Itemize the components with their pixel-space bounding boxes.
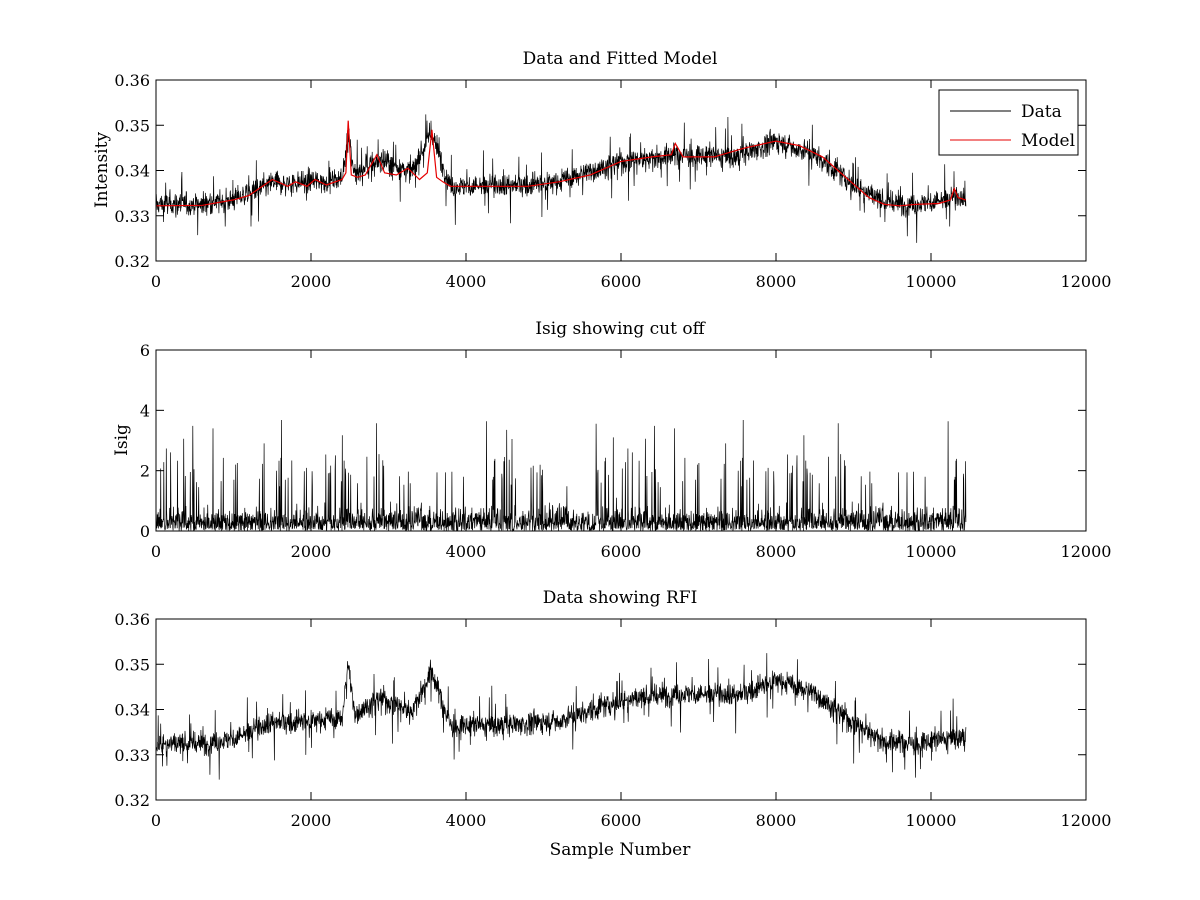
y-tick-label: 0.32: [114, 252, 150, 271]
panel-2-ticks: 0 2000 4000 6000 8000 10000 12000 0 2 4 6: [140, 341, 1112, 561]
panel-data-showing-rfi: Data showing RFI 0 2000 4000 6000 8000 10000 1…: [114, 588, 1111, 860]
y-tick-label: 0.34: [114, 162, 150, 181]
panel-data-and-fitted-model: Data and Fitted Model 0 2000 4000 6000 8000 1…: [92, 49, 1111, 291]
y-tick-label: 0.33: [114, 746, 150, 765]
panel-1-model-series-line: [155, 120, 967, 207]
panel-2-title: Isig showing cut off: [535, 319, 706, 339]
y-tick-label: 0.36: [114, 610, 150, 629]
y-tick-label: 6: [140, 341, 150, 360]
panel-2-ylabel: Isig: [112, 424, 132, 456]
y-tick-label: 0.33: [114, 207, 150, 226]
x-tick-label: 0: [151, 272, 161, 291]
panel-1-title: Data and Fitted Model: [523, 49, 718, 69]
panel-3-title: Data showing RFI: [543, 588, 698, 608]
y-tick-label: 2: [140, 462, 150, 481]
panel-1-plot-area: [155, 114, 967, 243]
legend-model-label: Model: [1021, 131, 1075, 151]
x-tick-label: 4000: [446, 542, 487, 561]
panel-isig-showing-cut-off: Isig showing cut off 0 2000 4000 6000 8000 10…: [112, 319, 1111, 561]
panel-3-plot-area: [155, 653, 967, 780]
legend-box: [938, 89, 1079, 156]
y-tick-label: 0.35: [114, 655, 150, 674]
y-tick-label: 0.36: [114, 71, 150, 90]
x-tick-label: 8000: [756, 811, 797, 830]
x-tick-label: 12000: [1061, 542, 1112, 561]
x-tick-label: 4000: [446, 811, 487, 830]
panel-2-data-series-line: [155, 419, 967, 533]
x-tick-label: 6000: [601, 811, 642, 830]
x-tick-label: 6000: [601, 542, 642, 561]
y-tick-label: 0.32: [114, 791, 150, 810]
panel-3-ticks: 0 2000 4000 6000 8000 10000 12000 0.32 0.33 0.34 0…: [114, 610, 1111, 830]
x-tick-label: 0: [151, 811, 161, 830]
x-tick-label: 4000: [446, 272, 487, 291]
y-tick-label: 0.35: [114, 116, 150, 135]
panel-3-xlabel: Sample Number: [550, 840, 692, 860]
x-tick-label: 2000: [291, 272, 332, 291]
x-tick-label: 10000: [906, 542, 957, 561]
legend: Data Model: [938, 89, 1079, 156]
panel-1-ylabel: Intensity: [92, 132, 112, 208]
x-tick-label: 10000: [906, 272, 957, 291]
x-tick-label: 8000: [756, 272, 797, 291]
y-tick-label: 0.34: [114, 701, 150, 720]
panel-2-plot-area: [155, 419, 967, 533]
x-tick-label: 12000: [1061, 811, 1112, 830]
panel-1-ticks: 0 2000 4000 6000 8000 10000 12000 0.32 0.33 0.34 0…: [114, 71, 1111, 291]
x-tick-label: 2000: [291, 811, 332, 830]
panel-3-data-series-line: [155, 653, 967, 780]
legend-data-label: Data: [1021, 102, 1062, 122]
x-tick-label: 12000: [1061, 272, 1112, 291]
y-tick-label: 4: [140, 401, 150, 420]
x-tick-label: 6000: [601, 272, 642, 291]
x-tick-label: 8000: [756, 542, 797, 561]
x-tick-label: 10000: [906, 811, 957, 830]
x-tick-label: 2000: [291, 542, 332, 561]
y-tick-label: 0: [140, 522, 150, 541]
x-tick-label: 0: [151, 542, 161, 561]
